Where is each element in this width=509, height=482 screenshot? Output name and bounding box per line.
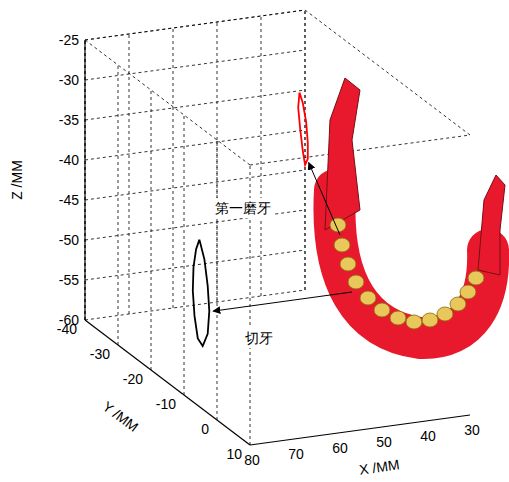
svg-text:-45: -45 <box>59 192 79 208</box>
svg-text:-10: -10 <box>156 396 176 412</box>
svg-text:-20: -20 <box>123 371 143 387</box>
svg-text:-30: -30 <box>90 346 110 362</box>
svg-text:40: 40 <box>420 428 436 444</box>
svg-text:第一磨牙: 第一磨牙 <box>215 200 271 216</box>
svg-text:-55: -55 <box>59 272 79 288</box>
svg-text:80: 80 <box>244 452 260 468</box>
svg-text:-25: -25 <box>59 32 79 48</box>
svg-text:0: 0 <box>201 421 209 437</box>
svg-text:-40: -40 <box>57 321 77 337</box>
svg-text:X /MM: X /MM <box>358 456 400 477</box>
svg-text:-35: -35 <box>59 112 79 128</box>
svg-text:70: 70 <box>288 446 304 462</box>
svg-text:-40: -40 <box>59 152 79 168</box>
svg-text:-50: -50 <box>59 232 79 248</box>
svg-text:切牙: 切牙 <box>245 330 273 346</box>
svg-text:Z /MM: Z /MM <box>9 160 25 200</box>
svg-text:60: 60 <box>332 440 348 456</box>
svg-text:10: 10 <box>226 446 242 462</box>
svg-text:30: 30 <box>464 422 480 438</box>
svg-text:50: 50 <box>376 434 392 450</box>
svg-text:Y /MM: Y /MM <box>100 398 142 435</box>
svg-text:-60: -60 <box>58 312 79 328</box>
svg-text:-30: -30 <box>59 72 79 88</box>
